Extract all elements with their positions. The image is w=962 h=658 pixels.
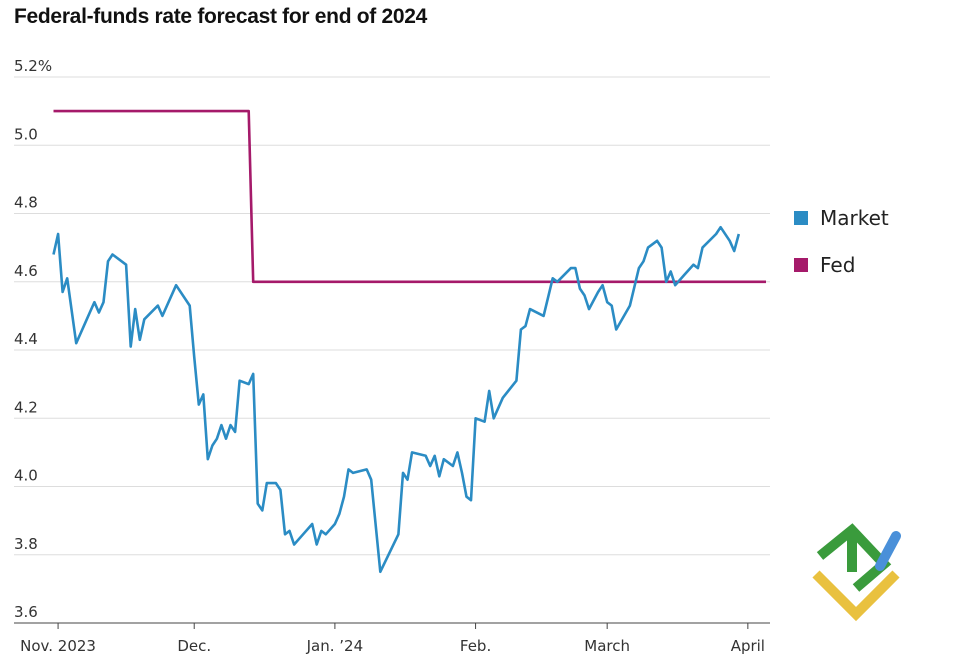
x-tick-label: Nov. 2023 <box>20 637 96 655</box>
y-tick-label: 4.2 <box>14 398 38 416</box>
gridlines <box>14 76 770 624</box>
legend-swatch-fed <box>794 258 808 272</box>
y-tick-label: 3.8 <box>14 535 38 553</box>
y-tick-label: 4.6 <box>14 262 38 280</box>
y-tick-label: 4.8 <box>14 194 38 212</box>
y-tick-label: 3.6 <box>14 603 38 621</box>
legend-item-market: Market <box>794 206 889 230</box>
x-tick-label: Feb. <box>460 637 491 655</box>
x-tick-label: Jan. ’24 <box>306 637 364 655</box>
y-tick-label: 5.0 <box>14 125 38 143</box>
y-tick-label: 5.2% <box>14 57 52 75</box>
series-line-market <box>52 225 741 574</box>
x-tick-label: April <box>731 637 765 655</box>
legend-item-fed: Fed <box>794 253 889 277</box>
legend-label-market: Market <box>820 206 889 230</box>
y-axis-ticks: 5.2% 5.0 4.8 4.6 4.4 4.2 4.0 3.8 3.6 <box>14 57 52 621</box>
x-tick-label: Dec. <box>177 637 211 655</box>
chart-title: Federal-funds rate forecast for end of 2… <box>14 5 428 28</box>
x-axis-ticks: Nov. 2023 Dec. Jan. ’24 Feb. March April <box>14 622 770 655</box>
series-line-fed <box>53 109 766 284</box>
legend-swatch-market <box>794 211 808 225</box>
x-tick-label: March <box>584 637 630 655</box>
y-tick-label: 4.0 <box>14 467 38 485</box>
series-lines <box>52 109 766 574</box>
legend: Market Fed <box>794 206 889 300</box>
legend-label-fed: Fed <box>820 253 856 277</box>
y-tick-label: 4.4 <box>14 330 38 348</box>
watermark-logo-icon <box>812 523 901 622</box>
